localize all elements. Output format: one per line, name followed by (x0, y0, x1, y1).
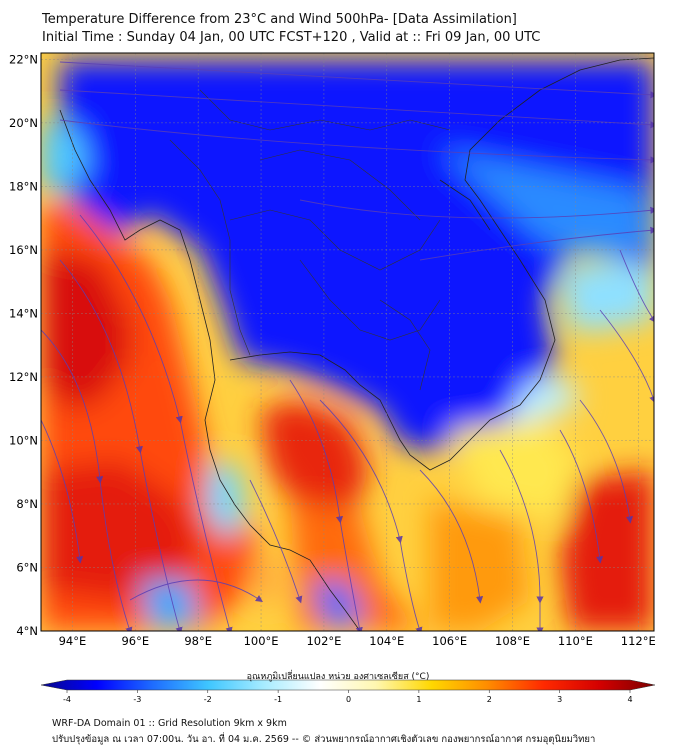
lon-tick-label: 104°E (369, 634, 404, 648)
colorbar-tick-label: 1 (416, 695, 421, 704)
wind-streamlines (41, 61, 654, 631)
lat-tick-label: 22°N (9, 52, 38, 66)
map-title: Temperature Difference from 23°C and Win… (42, 12, 517, 27)
colorbar-title: อุณหภูมิเปลี่ยนแปลง หน่วย องศาเซลเซียส (… (246, 672, 430, 682)
lat-tick-label: 20°N (9, 116, 38, 130)
lat-tick-label: 6°N (16, 560, 38, 574)
coastline (59, 57, 654, 631)
colorbar-tick-label: -1 (274, 695, 282, 704)
lon-tick-label: 112°E (621, 634, 656, 648)
latitude-axis: 22°N 20°N 18°N 16°N 14°N 12°N 10°N 8°N 6°N 4°N (9, 52, 38, 638)
longitude-axis: 94°E 96°E 98°E 100°E 102°E 104°E 106°E 108°E 110… (59, 634, 656, 648)
lon-tick-label: 108°E (495, 634, 530, 648)
credit-line: ปรับปรุงข้อมูล ณ เวลา 07:00น. วัน อา. ที… (52, 734, 596, 745)
lat-tick-label: 16°N (9, 243, 38, 257)
lat-tick-label: 4°N (16, 624, 38, 638)
lat-tick-label: 8°N (16, 497, 38, 511)
colorbar-tick-label: 2 (487, 695, 492, 704)
lon-tick-label: 102°E (306, 634, 341, 648)
lon-tick-label: 98°E (184, 634, 212, 648)
colorbar-tick-label: -2 (204, 695, 212, 704)
colorbar-tick-label: 0 (346, 695, 351, 704)
map-frame (40, 52, 655, 632)
lat-tick-label: 18°N (9, 179, 38, 193)
lon-tick-label: 106°E (432, 634, 467, 648)
lat-tick-label: 14°N (9, 306, 38, 320)
map-subtitle-valid-time: Initial Time : Sunday 04 Jan, 00 UTC FCS… (42, 30, 541, 45)
lat-tick-label: 12°N (9, 370, 38, 384)
lon-tick-label: 100°E (244, 634, 279, 648)
colorbar-tick-label: -4 (63, 695, 71, 704)
lon-tick-label: 96°E (121, 634, 149, 648)
lon-tick-label: 110°E (558, 634, 593, 648)
lat-tick-label: 10°N (9, 433, 38, 447)
colorbar-tick-label: 4 (627, 695, 632, 704)
colorbar-tick-label: 3 (557, 695, 562, 704)
temperature-field (41, 53, 654, 631)
model-info: WRF-DA Domain 01 :: Grid Resolution 9km … (52, 718, 287, 729)
country-borders (169, 89, 451, 391)
colorbar-tick-label: -3 (133, 695, 141, 704)
lon-tick-label: 94°E (59, 634, 87, 648)
colorbar: -4 -3 -2 -1 0 1 2 3 4 (40, 679, 656, 704)
